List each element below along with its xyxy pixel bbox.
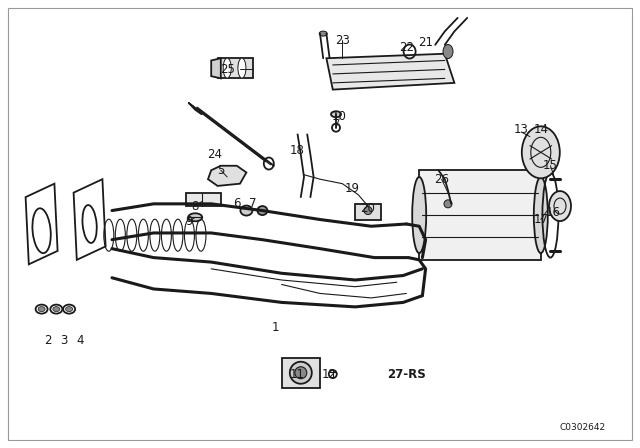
Ellipse shape xyxy=(443,44,453,59)
Text: 22: 22 xyxy=(399,40,414,54)
Ellipse shape xyxy=(331,111,341,117)
Ellipse shape xyxy=(522,126,560,178)
Polygon shape xyxy=(211,58,221,78)
Text: 8: 8 xyxy=(191,199,199,213)
Ellipse shape xyxy=(238,58,246,78)
Text: 9: 9 xyxy=(185,215,193,228)
Ellipse shape xyxy=(534,177,548,253)
Text: 25: 25 xyxy=(220,63,235,76)
Text: 2: 2 xyxy=(44,334,52,347)
Text: 16: 16 xyxy=(546,206,561,220)
Polygon shape xyxy=(282,358,320,388)
Polygon shape xyxy=(326,54,454,90)
Text: 12: 12 xyxy=(322,367,337,381)
Text: 3: 3 xyxy=(60,334,68,347)
Ellipse shape xyxy=(444,200,452,208)
Ellipse shape xyxy=(66,306,72,312)
Text: 11: 11 xyxy=(290,367,305,381)
Text: 27-RS: 27-RS xyxy=(387,367,426,381)
Ellipse shape xyxy=(412,177,426,253)
Ellipse shape xyxy=(319,31,327,36)
Ellipse shape xyxy=(53,306,60,312)
Polygon shape xyxy=(218,58,253,78)
Text: 26: 26 xyxy=(434,172,449,186)
Text: 17: 17 xyxy=(533,213,548,226)
Text: 14: 14 xyxy=(533,123,548,137)
Ellipse shape xyxy=(38,306,45,312)
Text: 21: 21 xyxy=(418,36,433,49)
Ellipse shape xyxy=(257,206,268,215)
Text: C0302642: C0302642 xyxy=(559,423,605,432)
Ellipse shape xyxy=(549,191,571,221)
Polygon shape xyxy=(208,166,246,186)
Text: 19: 19 xyxy=(344,181,360,195)
Ellipse shape xyxy=(290,362,312,384)
Ellipse shape xyxy=(364,207,372,215)
Text: 18: 18 xyxy=(290,143,305,157)
Ellipse shape xyxy=(223,58,231,78)
Ellipse shape xyxy=(295,367,307,379)
Polygon shape xyxy=(186,193,221,206)
Text: 6: 6 xyxy=(233,197,241,211)
Polygon shape xyxy=(355,204,381,220)
Text: 20: 20 xyxy=(360,202,376,215)
Text: 13: 13 xyxy=(514,123,529,137)
Text: 24: 24 xyxy=(207,148,222,161)
Text: 7: 7 xyxy=(249,197,257,211)
Ellipse shape xyxy=(188,213,202,221)
Polygon shape xyxy=(419,170,541,260)
Text: 15: 15 xyxy=(543,159,558,172)
Text: 5: 5 xyxy=(217,164,225,177)
Ellipse shape xyxy=(241,206,252,215)
Text: 1: 1 xyxy=(271,320,279,334)
Text: 10: 10 xyxy=(332,110,347,123)
Text: 23: 23 xyxy=(335,34,350,47)
Text: 4: 4 xyxy=(76,334,84,347)
